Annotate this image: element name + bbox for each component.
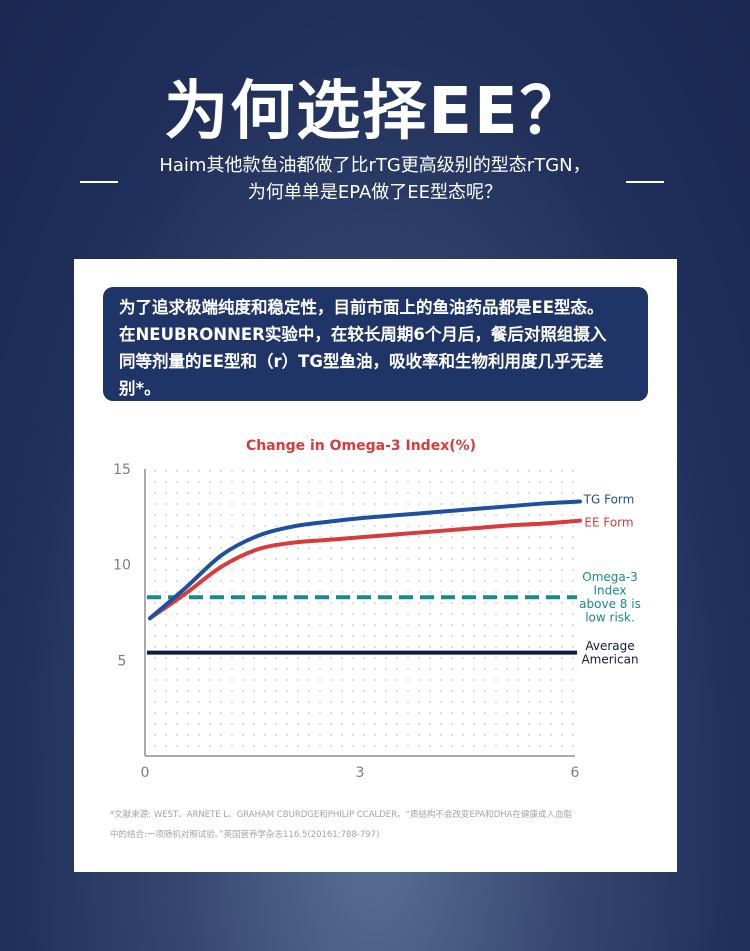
callout-line-4: 别*。 [119, 379, 161, 398]
callout-box: 为了追求极端纯度和稳定性，目前市面上的鱼油药品都是EE型态。 在NEUBRONN… [103, 287, 648, 401]
y-tick-label-2: 15 [113, 462, 131, 478]
divider-left [80, 181, 118, 183]
series-line-tg-form [148, 499, 582, 621]
x-tick-label-0: 0 [141, 765, 150, 781]
page-title: 为何选择EE？ [164, 75, 586, 149]
chart-title: Change in Omega-3 Index(%) [246, 438, 476, 454]
divider-right [626, 181, 664, 183]
footnote: *文献来源: WEST、ARNETE L、GRAHAM CBURDGE和PHIL… [110, 805, 650, 845]
omega3-chart: Change in Omega-3 Index(%) 5 10 15 0 3 6 Omega-… [113, 438, 641, 781]
subtitle-line-1: Haim其他款鱼油都做了比rTG更高级别的型态rTGN， [159, 155, 591, 176]
callout-line-1: 为了追求极端纯度和稳定性，目前市面上的鱼油药品都是EE型态。 [119, 298, 604, 317]
reference-label-0-2: above 8 is [579, 597, 641, 611]
callout-line-2: 在NEUBRONNER实验中，在较长周期6个月后，餐后对照组摄入 [119, 325, 607, 344]
y-tick-label-0: 5 [118, 653, 127, 669]
x-tick-label-2: 6 [571, 765, 580, 781]
info-card: 为了追求极端纯度和稳定性，目前市面上的鱼油药品都是EE型态。 在NEUBRONN… [74, 259, 677, 872]
callout-line-3: 同等剂量的EE型和（r）TG型鱼油，吸收率和生物利用度几乎无差 [119, 352, 604, 371]
y-tick-label-1: 10 [113, 558, 131, 574]
series-label-1: EE Form [584, 516, 633, 530]
reference-label-1-0: Average [585, 639, 634, 653]
reference-label-0-1: Index [593, 583, 626, 597]
x-tick-label-1: 3 [356, 765, 365, 781]
series-line-ee-form [148, 518, 582, 621]
grid-dots [154, 470, 574, 747]
subtitle-line-2: 为何单单是EPA做了EE型态呢？ [247, 182, 503, 203]
page-subtitle: Haim其他款鱼油都做了比rTG更高级别的型态rTGN， 为何单单是EPA做了E… [120, 152, 630, 206]
footnote-line-2: 中的结合:一项随机对照试验。”英国营养学杂志116.5(20161:788-79… [110, 830, 380, 840]
reference-label-0-3: low risk. [585, 610, 635, 624]
reference-label-1-1: American [581, 652, 638, 666]
reference-label-0-0: Omega-3 [582, 570, 637, 584]
footnote-line-1: *文献来源: WEST、ARNETE L、GRAHAM CBURDGE和PHIL… [110, 810, 572, 820]
series-label-0: TG Form [583, 493, 635, 507]
